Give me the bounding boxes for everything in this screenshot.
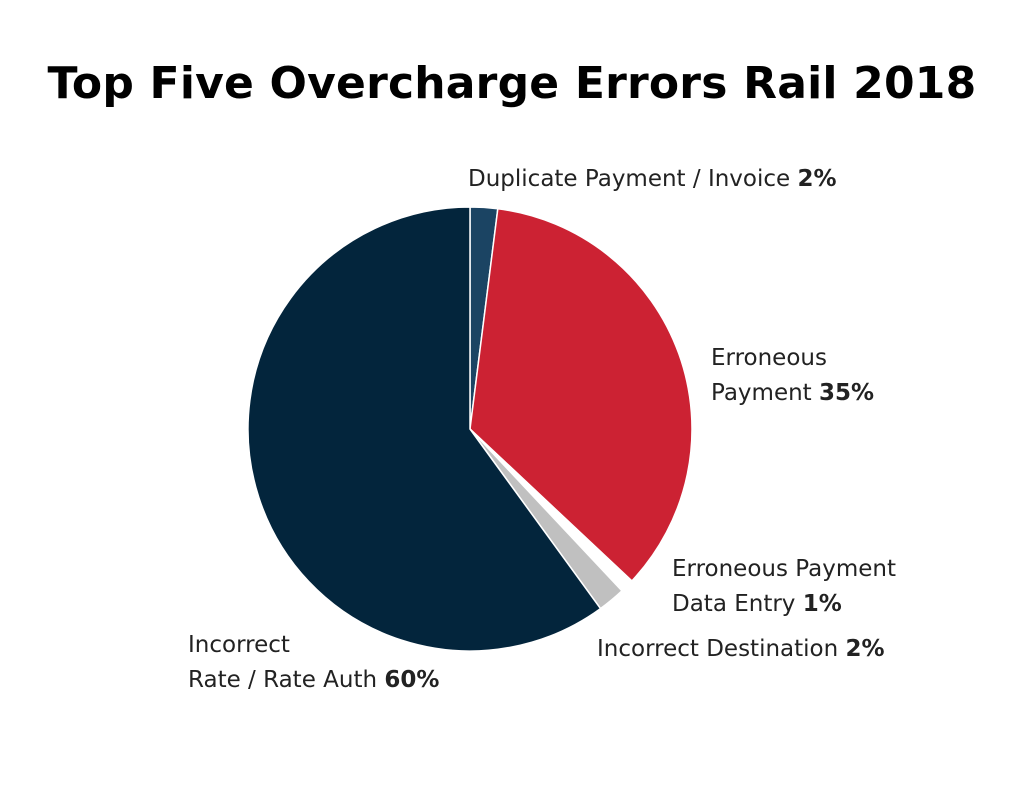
slice-label-duplicate-payment: Duplicate Payment / Invoice 2%	[468, 162, 837, 197]
slice-label-line: Payment	[711, 380, 812, 406]
slice-label-incorrect-destination: Incorrect Destination 2%	[597, 632, 885, 667]
pie-slices	[247, 206, 693, 652]
slice-percent: 60%	[384, 667, 440, 693]
pie-slice-4	[247, 206, 602, 652]
slice-percent: 2%	[845, 636, 885, 662]
slice-label-line: Duplicate Payment / Invoice	[468, 166, 791, 192]
slice-label-erroneous-payment: Erroneous Payment 35%	[711, 341, 874, 411]
chart-title: Top Five Overcharge Errors Rail 2018	[47, 58, 977, 109]
slice-label-incorrect-rate: Incorrect Rate / Rate Auth 60%	[188, 628, 439, 698]
slice-percent: 2%	[797, 166, 837, 192]
slice-label-line: Incorrect	[188, 632, 290, 658]
slice-label-line: Erroneous Payment	[672, 556, 896, 582]
slice-label-line: Erroneous	[711, 345, 827, 371]
slice-label-line: Rate / Rate Auth	[188, 667, 378, 693]
slice-label-erroneous-payment-data-entry: Erroneous Payment Data Entry 1%	[672, 552, 896, 622]
pie-slice-1	[469, 207, 693, 583]
slice-label-line: Incorrect Destination	[597, 636, 839, 662]
slice-label-line: Data Entry	[672, 591, 796, 617]
slice-percent: 35%	[819, 380, 875, 406]
slice-percent: 1%	[802, 591, 842, 617]
